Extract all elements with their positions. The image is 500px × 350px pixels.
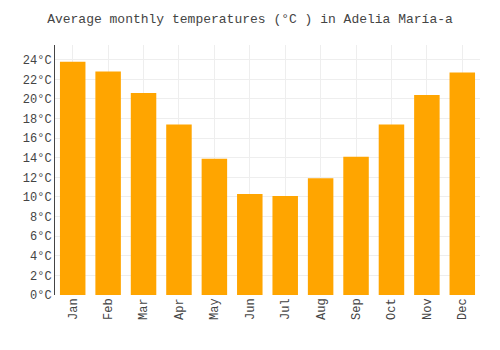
svg-text:Feb: Feb: [102, 298, 116, 320]
svg-text:Apr: Apr: [173, 298, 187, 320]
svg-text:Jun: Jun: [244, 298, 258, 320]
svg-text:Jan: Jan: [67, 298, 81, 320]
svg-text:22°C: 22°C: [23, 74, 52, 88]
svg-text:Jul: Jul: [279, 298, 293, 320]
svg-text:18°C: 18°C: [23, 113, 52, 127]
svg-text:16°C: 16°C: [23, 132, 52, 146]
svg-text:10°C: 10°C: [23, 191, 52, 205]
svg-text:14°C: 14°C: [23, 152, 52, 166]
svg-text:Average monthly temperatures (: Average monthly temperatures (°C ) in Ad…: [47, 12, 453, 27]
svg-text:2°C: 2°C: [30, 270, 52, 284]
svg-text:Sep: Sep: [350, 298, 364, 320]
svg-text:20°C: 20°C: [23, 93, 52, 107]
svg-text:Mar: Mar: [137, 298, 151, 320]
svg-text:12°C: 12°C: [23, 172, 52, 186]
svg-text:May: May: [208, 298, 222, 320]
svg-text:Dec: Dec: [456, 298, 470, 320]
svg-text:0°C: 0°C: [30, 289, 52, 303]
svg-text:Oct: Oct: [385, 298, 399, 320]
svg-text:4°C: 4°C: [30, 250, 52, 264]
svg-text:8°C: 8°C: [30, 211, 52, 225]
svg-text:6°C: 6°C: [30, 230, 52, 244]
svg-text:Nov: Nov: [421, 298, 435, 320]
svg-text:Aug: Aug: [315, 298, 329, 320]
svg-text:24°C: 24°C: [23, 54, 52, 68]
